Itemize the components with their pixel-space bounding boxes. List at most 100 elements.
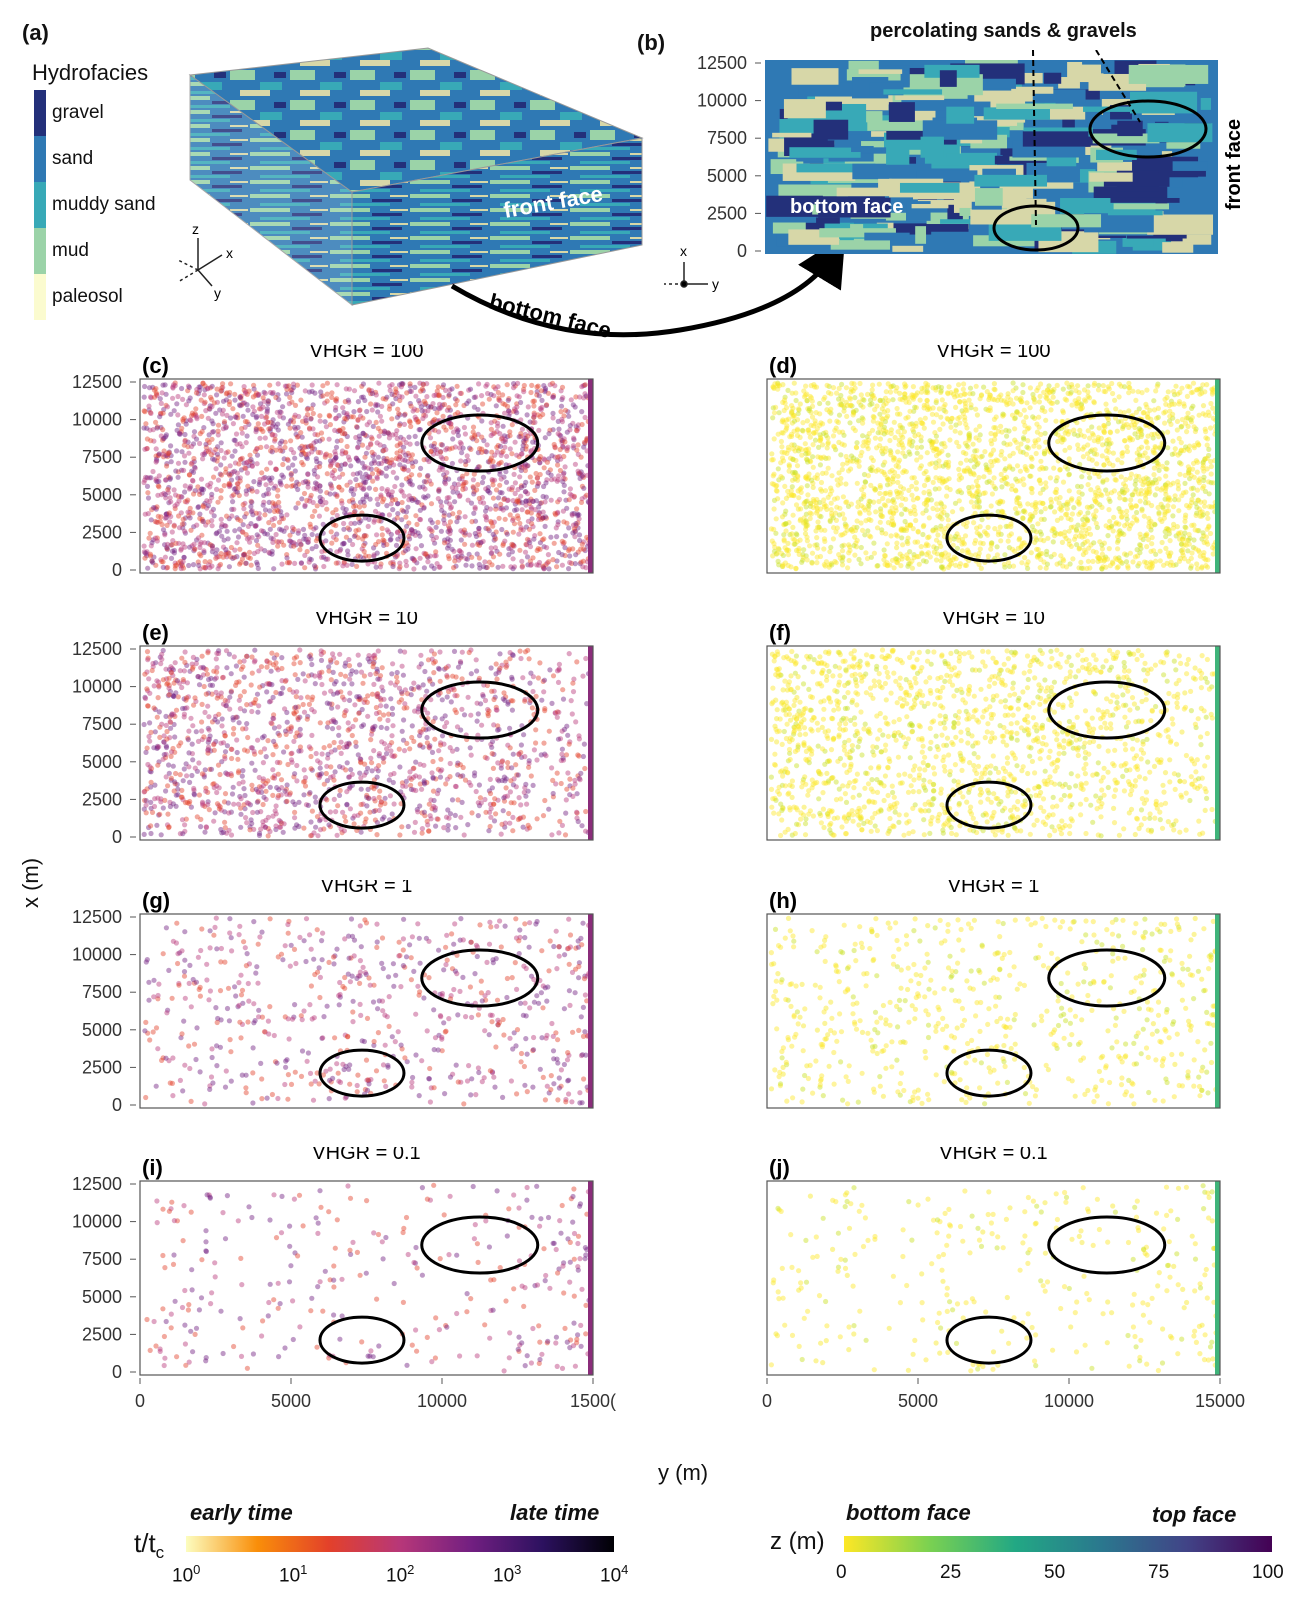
- scatter-point: [383, 473, 389, 479]
- scatter-point: [275, 493, 281, 499]
- scatter-point: [811, 430, 817, 436]
- legend-item-muddy-sand: muddy sand: [34, 182, 156, 228]
- scatter-point: [537, 459, 543, 466]
- scatter-point: [432, 447, 438, 453]
- scatter-point: [580, 474, 587, 480]
- scatter-point: [991, 416, 997, 422]
- scatter-point: [1053, 490, 1059, 496]
- scatter-point: [149, 558, 155, 564]
- scatter-point: [523, 541, 529, 547]
- scatter-point: [945, 416, 951, 422]
- scatter-point: [284, 483, 290, 489]
- scatter-point: [511, 543, 517, 549]
- scatter-point: [339, 498, 345, 504]
- scatter-point: [246, 535, 252, 541]
- scatter-point: [515, 515, 521, 522]
- scatter-point: [929, 439, 935, 445]
- scatter-point: [254, 413, 260, 420]
- scatter-point: [284, 456, 291, 462]
- scatter-point: [319, 496, 325, 502]
- scatter-point: [425, 554, 431, 560]
- scatter-point: [226, 516, 232, 522]
- scatter-point: [890, 397, 896, 403]
- scatter-point: [397, 533, 404, 539]
- scatter-point: [165, 453, 171, 460]
- scatter-point: [974, 499, 980, 505]
- scatter-point: [938, 523, 944, 529]
- scatter-point: [1034, 387, 1040, 394]
- scatter-point: [877, 482, 883, 489]
- scatter-point: [913, 423, 919, 429]
- scatter-point: [923, 543, 929, 549]
- scatter-point: [1182, 518, 1188, 524]
- scatter-point: [341, 541, 347, 547]
- scatter-point: [305, 484, 311, 490]
- scatter-point: [491, 519, 497, 525]
- scatter-point: [531, 403, 537, 409]
- scatter-point: [471, 471, 477, 477]
- scatter-point: [418, 465, 424, 471]
- scatter-point: [1014, 478, 1020, 484]
- facies-cell: [892, 245, 924, 252]
- scatter-point: [383, 396, 389, 402]
- scatter-point: [1107, 429, 1113, 435]
- scatter-point: [785, 562, 791, 569]
- scatter-point: [209, 543, 215, 549]
- scatter-point: [846, 468, 852, 474]
- scatter-point: [787, 532, 793, 538]
- scatter-point: [887, 510, 893, 516]
- scatter-point: [990, 396, 996, 402]
- scatter-point: [407, 536, 413, 542]
- scatter-point: [377, 564, 383, 570]
- scatter-point: [521, 382, 527, 389]
- scatter-point: [335, 560, 341, 566]
- scatter-point: [582, 414, 588, 421]
- scatter-point: [386, 529, 392, 535]
- scatter-point: [198, 476, 205, 482]
- scatter-point: [879, 448, 885, 454]
- scatter-point: [783, 528, 789, 534]
- scatter-point: [269, 551, 275, 557]
- scatter-point: [933, 446, 939, 452]
- scatter-point: [776, 383, 782, 389]
- scatter-point: [891, 511, 897, 517]
- scatter-point: [1033, 450, 1039, 457]
- scatter-point: [1089, 447, 1095, 453]
- scatter-point: [910, 384, 916, 390]
- scatter-point: [790, 524, 796, 530]
- scatter-point: [400, 381, 406, 387]
- scatter-point: [1077, 533, 1083, 539]
- scatter-point: [775, 558, 781, 564]
- scatter-point: [956, 564, 963, 570]
- scatter-point: [409, 472, 415, 478]
- scatter-point: [999, 509, 1005, 516]
- scatter-point: [464, 453, 470, 459]
- scatter-point: [1024, 562, 1030, 568]
- scatter-point: [1003, 523, 1009, 529]
- scatter-point: [142, 477, 148, 483]
- scatter-point: [1201, 477, 1207, 484]
- scatter-point: [823, 470, 829, 476]
- scatter-point: [861, 397, 867, 403]
- scatter-point: [794, 539, 800, 545]
- scatter-point: [1133, 503, 1139, 509]
- scatter-point: [1149, 481, 1156, 487]
- scatter-point: [220, 407, 226, 413]
- scatter-point: [805, 427, 811, 433]
- scatter-point: [393, 431, 399, 437]
- scatter-point: [973, 383, 979, 389]
- scatter-point: [341, 409, 347, 416]
- scatter-point: [820, 470, 826, 476]
- scatter-point: [354, 482, 360, 488]
- scatter-point: [944, 493, 950, 499]
- scatter-point: [1074, 420, 1080, 426]
- scatter-point: [189, 460, 195, 466]
- scatter-point: [192, 465, 198, 471]
- scatter-point: [791, 380, 797, 386]
- scatter-point: [541, 536, 547, 542]
- scatter-point: [264, 414, 270, 420]
- scatter-point: [1031, 443, 1037, 449]
- scatter-point: [303, 418, 309, 424]
- scatter-point: [460, 473, 466, 479]
- scatter-point: [495, 390, 501, 396]
